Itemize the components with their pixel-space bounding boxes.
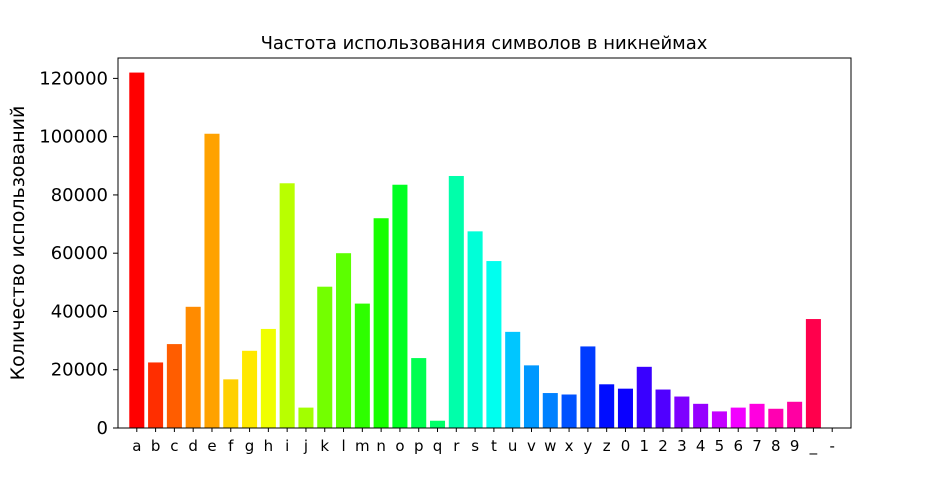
x-ticks-group: a b c d e f g h i j k l m n o p q r s t u v w x y z 0 1 2 3 4 5 6 7 8 9 _ - (132, 428, 835, 456)
x-tick-label: f (228, 437, 234, 455)
x-tick-label: i (285, 437, 289, 455)
x-tick-label: 1 (639, 437, 649, 455)
x-tick-label: d (188, 437, 198, 455)
y-ticks-group: 0 20000 40000 60000 80000 100000 120000 (39, 68, 118, 439)
x-tick-label: z (603, 437, 611, 455)
bar-9 (787, 401, 803, 428)
x-tick-label: m (355, 437, 370, 455)
x-tick-label: 8 (771, 437, 781, 455)
bar-a (129, 72, 145, 428)
x-tick-label: _ (809, 437, 818, 456)
bar-o (392, 184, 408, 428)
bar-8 (768, 408, 784, 428)
bar-u (505, 331, 521, 428)
x-tick-label: e (207, 437, 216, 455)
bar-0 (617, 388, 633, 428)
y-tick-label: 40000 (51, 301, 108, 322)
x-tick-label: 0 (621, 437, 631, 455)
x-tick-label: x (565, 437, 574, 455)
x-tick-label: o (395, 437, 404, 455)
bar-r (448, 175, 464, 428)
bar-5 (711, 411, 727, 428)
y-tick-label: 100000 (39, 127, 108, 148)
bars-group (129, 72, 821, 428)
bar-4 (693, 403, 709, 428)
y-axis-label: Количество использований (7, 106, 29, 381)
x-tick-label: w (544, 437, 556, 455)
x-tick-label: a (132, 437, 141, 455)
x-tick-label: v (527, 437, 536, 455)
bar-z (599, 384, 615, 428)
x-tick-label: 2 (658, 437, 668, 455)
x-tick-label: 3 (677, 437, 687, 455)
bar-b (148, 362, 164, 428)
x-tick-label: s (471, 437, 479, 455)
y-tick-label: 0 (97, 418, 108, 439)
x-tick-label: k (320, 437, 329, 455)
bar-y (580, 346, 596, 428)
bar-f (223, 379, 239, 428)
bar-m (354, 303, 370, 428)
x-tick-label: t (491, 437, 497, 455)
bar-3 (674, 396, 690, 428)
bar-h (260, 328, 276, 428)
x-tick-label: b (151, 437, 161, 455)
bar-k (317, 286, 333, 428)
x-tick-label: u (508, 437, 518, 455)
chart-title: Частота использования символов в никнейм… (261, 33, 708, 54)
bar-i (279, 183, 295, 428)
bar-n (373, 218, 389, 428)
x-tick-label: 5 (715, 437, 725, 455)
bar-2 (655, 389, 671, 428)
x-tick-label: 9 (790, 437, 800, 455)
bar-x (561, 394, 577, 428)
bar-l (336, 253, 352, 428)
bar-j (298, 407, 314, 428)
y-tick-label: 80000 (51, 185, 108, 206)
bar-w (542, 393, 558, 428)
x-tick-label: r (453, 437, 460, 455)
bar-s (467, 231, 483, 428)
y-tick-label: 60000 (51, 243, 108, 264)
x-tick-label: n (376, 437, 386, 455)
bar-_ (805, 319, 821, 428)
bar-d (185, 306, 201, 428)
bar-7 (749, 403, 765, 428)
bar-6 (730, 407, 746, 428)
y-tick-label: 120000 (39, 68, 108, 89)
x-tick-label: 7 (752, 437, 762, 455)
x-tick-label: 6 (733, 437, 743, 455)
x-tick-label: c (170, 437, 178, 455)
bar-p (411, 358, 427, 428)
x-tick-label: 4 (696, 437, 706, 455)
x-tick-label: p (414, 437, 424, 455)
x-tick-label: g (245, 437, 255, 455)
bar-t (486, 261, 502, 428)
y-tick-label: 20000 (51, 360, 108, 381)
bar-1 (636, 366, 652, 428)
bar-v (523, 365, 540, 428)
bar-q (429, 420, 446, 428)
bar-g (242, 350, 258, 428)
bar-c (166, 344, 182, 428)
x-tick-label: j (303, 437, 308, 455)
x-tick-label: q (433, 437, 443, 455)
x-tick-label: y (583, 437, 592, 455)
bar-e (204, 133, 220, 428)
x-tick-label: - (829, 437, 834, 455)
x-tick-label: l (341, 437, 345, 455)
plot-frame (117, 57, 852, 429)
x-tick-label: h (264, 437, 274, 455)
